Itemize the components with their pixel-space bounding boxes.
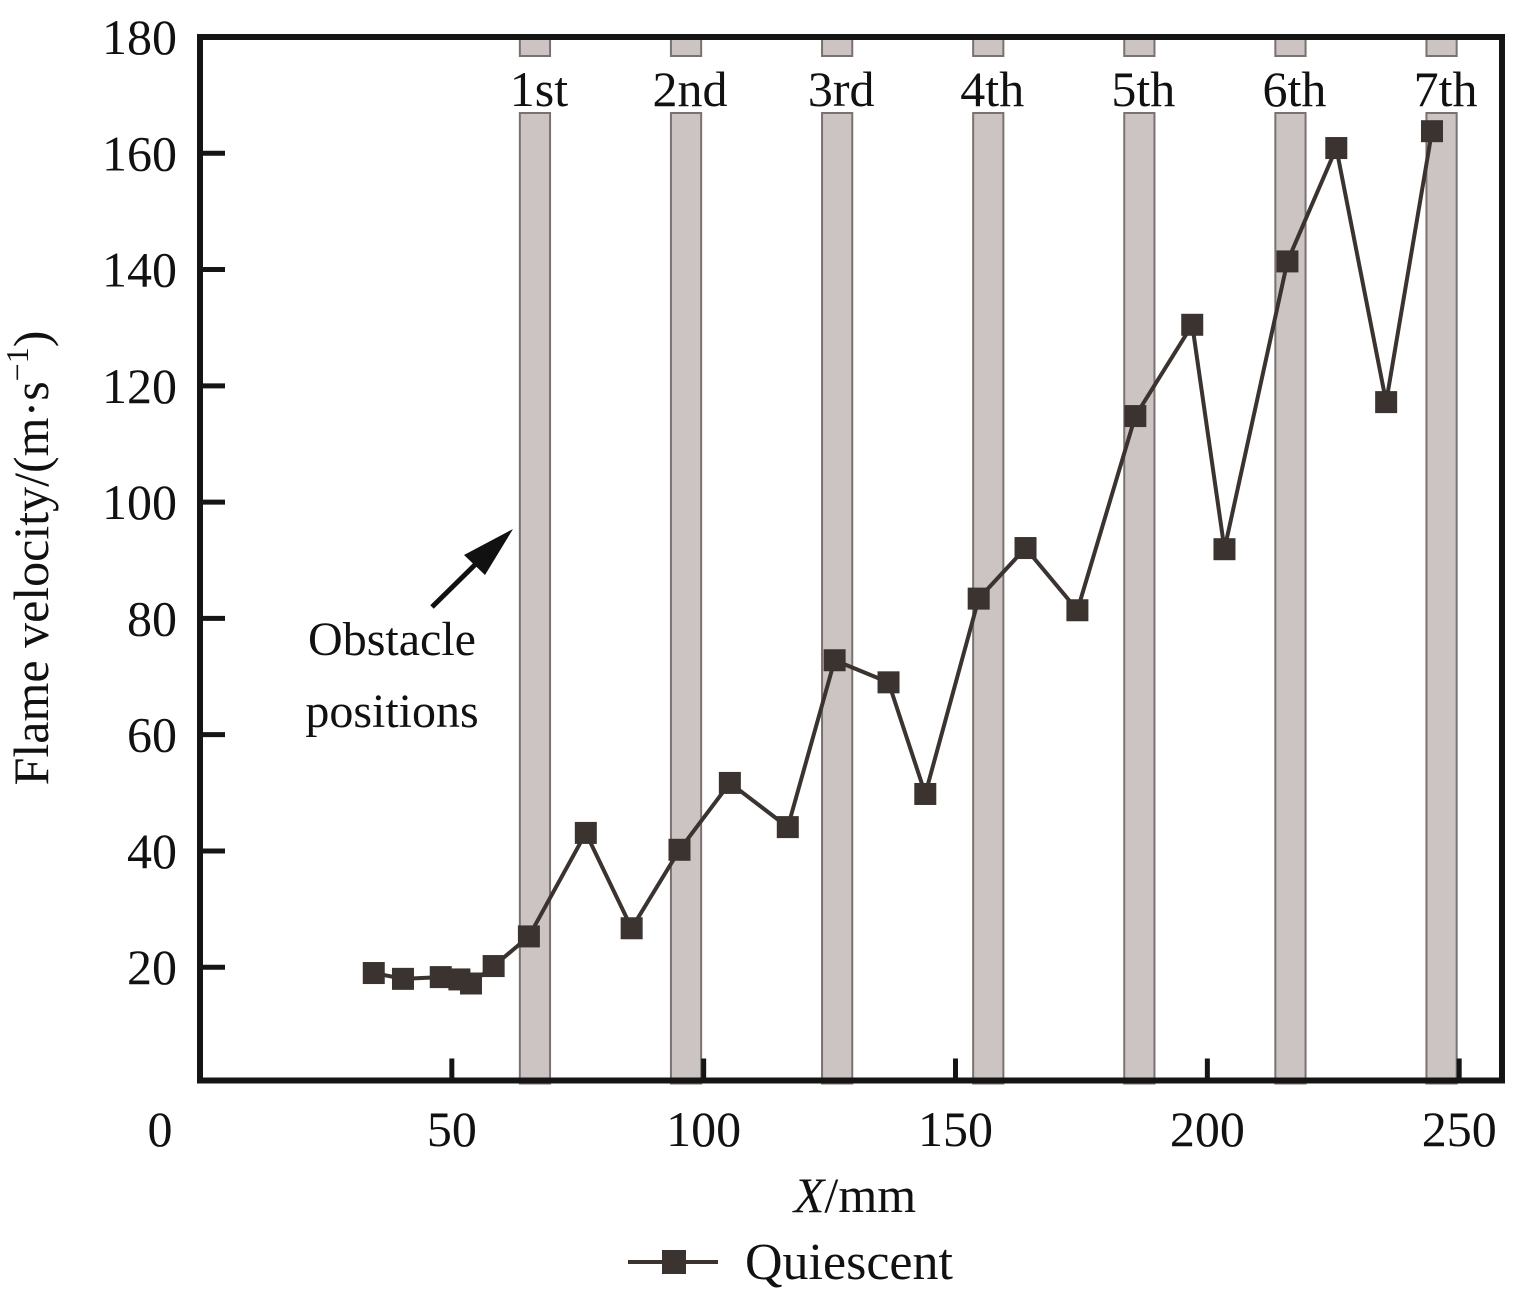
- y-axis-title: Flame velocity/(m·s−1): [0, 331, 59, 786]
- x-axis-unit: /mm: [824, 1167, 916, 1223]
- data-point-9: [620, 917, 643, 940]
- y-tick-label-180: 180: [102, 9, 177, 65]
- data-point-20: [1181, 313, 1204, 336]
- obstacle-bar-2: [669, 112, 703, 1085]
- data-point-5: [459, 972, 482, 995]
- data-point-2: [391, 967, 414, 990]
- x-axis-variable: X: [792, 1167, 827, 1223]
- y-tick-label-100: 100: [102, 474, 177, 530]
- y-axis-title-close: ): [3, 331, 59, 348]
- y-tick-label-140: 140: [102, 242, 177, 298]
- data-point-15: [914, 782, 937, 805]
- y-tick-label-80: 80: [127, 590, 177, 646]
- y-axis-title-superscript: −1: [0, 347, 35, 381]
- legend: Quiescent: [628, 1234, 953, 1291]
- annotation-line-2: positions: [305, 685, 478, 738]
- plot-frame-border: [197, 34, 1505, 1084]
- data-point-22: [1276, 250, 1299, 273]
- legend-square-marker-icon: [662, 1250, 686, 1274]
- x-axis-title: X/mm: [792, 1167, 916, 1223]
- data-point-8: [574, 821, 597, 844]
- x-tick-label-200: 200: [1170, 1101, 1245, 1157]
- y-tick-label-40: 40: [127, 823, 177, 879]
- obstacle-bar-3: [821, 112, 854, 1085]
- data-point-19: [1124, 405, 1147, 428]
- data-point-7: [517, 925, 540, 948]
- x-tick-label-100: 100: [666, 1101, 741, 1157]
- legend-label-quiescent: Quiescent: [745, 1234, 953, 1291]
- obstacle-label-5: 5th: [1111, 61, 1175, 117]
- obstacle-label-4: 4th: [960, 61, 1024, 117]
- y-tick-label-60: 60: [127, 707, 177, 763]
- data-point-18: [1066, 599, 1089, 622]
- plot-frame: [197, 34, 1505, 1084]
- y-axis-title-main: Flame velocity/(m·s: [3, 381, 59, 785]
- obstacle-label-7: 7th: [1414, 61, 1478, 117]
- obstacle-label-1: 1st: [510, 61, 568, 117]
- data-point-16: [967, 587, 990, 610]
- y-tick-label-160: 160: [102, 125, 177, 181]
- data-point-14: [877, 671, 900, 694]
- obstacle-label-2: 2nd: [653, 61, 728, 117]
- obstacle-label-6: 6th: [1263, 61, 1327, 117]
- x-tick-label-150: 150: [918, 1101, 993, 1157]
- obstacle-labels: 1st 2nd 3rd 4th 5th 6th 7th: [510, 61, 1478, 117]
- obstacle-bar-6: [1274, 112, 1307, 1085]
- data-point-17: [1014, 537, 1037, 560]
- obstacle-bar-7: [1425, 112, 1458, 1085]
- axis-ticks: [200, 150, 1462, 1081]
- data-point-6: [482, 955, 505, 978]
- annotation-line-1: Obstacle: [308, 613, 476, 666]
- axis-tick-labels: 20 40 60 80 100 120 140 160 180 0 50 100 150 200 250: [102, 9, 1497, 1157]
- data-point-1: [362, 962, 385, 985]
- obstacle-label-3: 3rd: [808, 61, 875, 117]
- data-point-25: [1420, 120, 1443, 143]
- y-tick-label-120: 120: [102, 358, 177, 414]
- data-point-23: [1325, 137, 1348, 160]
- data-point-21: [1213, 538, 1236, 561]
- x-tick-label-0: 0: [148, 1101, 173, 1157]
- obstacle-annotation: Obstacle positions: [305, 529, 513, 738]
- x-tick-label-50: 50: [427, 1101, 477, 1157]
- data-point-10: [668, 838, 691, 861]
- obstacle-bars: [518, 36, 1458, 1085]
- annotation-arrow-icon: [464, 529, 513, 575]
- data-point-12: [776, 816, 799, 839]
- data-point-3: [429, 966, 452, 989]
- series-quiescent: [362, 120, 1443, 995]
- data-point-24: [1375, 391, 1398, 414]
- y-tick-label-20: 20: [127, 939, 177, 995]
- data-point-13: [823, 649, 846, 672]
- x-tick-label-250: 250: [1422, 1101, 1497, 1157]
- obstacle-bar-5: [1123, 112, 1156, 1085]
- data-point-11: [718, 771, 741, 794]
